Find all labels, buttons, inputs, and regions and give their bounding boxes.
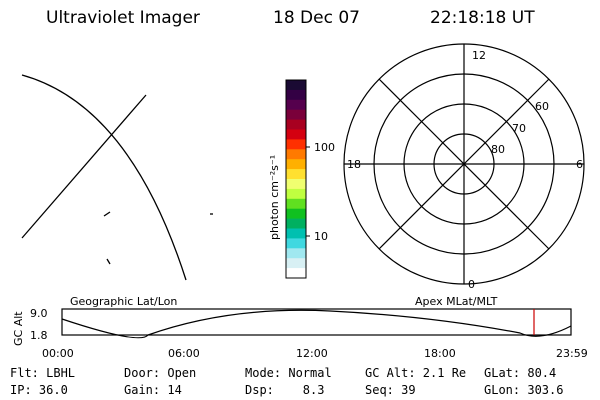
polar-label-right: 6 [576, 158, 583, 171]
app-title: Ultraviolet Imager [46, 8, 200, 28]
timeline-right-label: Apex MLat/MLT [415, 295, 498, 308]
status-glat: GLat: 80.4 [484, 366, 557, 380]
timeline-left-label: Geographic Lat/Lon [70, 295, 177, 308]
colorbar-unit-label: photon cm⁻²s⁻¹ [268, 155, 281, 240]
status-glon: GLon: 303.6 [484, 383, 564, 397]
colorbar-segment [286, 258, 306, 269]
status-gc-alt: GC Alt: 2.1 Re [365, 366, 467, 380]
colorbar-tick-10-label: 10 [314, 230, 328, 243]
polar-diagonal [378, 78, 550, 250]
timeline-xtick: 12:00 [296, 347, 328, 360]
colorbar-segment [286, 228, 306, 239]
colorbar-segment [286, 238, 306, 249]
colorbar-segment [286, 99, 306, 111]
colorbar-segment [286, 159, 306, 170]
time-label: 22:18:18 UT [430, 8, 535, 28]
altitude-curve [61, 309, 572, 339]
colorbar-segment [286, 248, 306, 259]
colorbar-segment [286, 119, 306, 131]
colorbar-segment [286, 129, 306, 140]
polar-label-top: 12 [472, 49, 486, 62]
colorbar-frame [285, 79, 307, 279]
colorbar-segment [286, 188, 306, 200]
colorbar-tick-100-label: 100 [314, 141, 335, 154]
geographic-map [21, 74, 213, 281]
status-ip: IP: 36.0 [10, 383, 68, 397]
status-flt: Flt: LBHL [10, 366, 76, 380]
map-fragment [103, 211, 111, 217]
colorbar-segment [286, 89, 306, 101]
earth-limb-arc [21, 74, 187, 281]
colorbar-segment [286, 198, 306, 210]
polar-plot [343, 43, 585, 285]
status-door: Door: Open [124, 366, 197, 380]
date-label: 18 Dec 07 [273, 8, 360, 28]
status-gain: Gain: 14 [124, 383, 182, 397]
polar-ring-label-60: 60 [535, 100, 549, 113]
timeline-xtick: 18:00 [424, 347, 456, 360]
timeline-axis-label: GC Alt [12, 311, 25, 346]
polar-ring-label-80: 80 [491, 143, 505, 156]
colorbar-segment [286, 139, 306, 150]
timeline-plot [61, 308, 572, 339]
polar-label-left: 18 [347, 158, 361, 171]
status-mode: Mode: Normal [245, 366, 332, 380]
colorbar [286, 80, 306, 279]
colorbar-segment [286, 268, 306, 279]
timeline-xtick: 23:59 [556, 347, 588, 360]
timeline-xtick: 06:00 [168, 347, 200, 360]
status-seq: Seq: 39 [365, 383, 416, 397]
colorbar-segment [286, 149, 306, 160]
map-fragment [106, 258, 111, 265]
polar-ring-label-70: 70 [512, 122, 526, 135]
polar-label-bottom: 0 [468, 278, 475, 291]
map-grid-line [21, 94, 147, 239]
status-dsp: Dsp: 8.3 [245, 383, 325, 397]
timeline-xtick: 00:00 [42, 347, 74, 360]
colorbar-segment [286, 169, 306, 180]
colorbar-segment [286, 208, 306, 220]
colorbar-segment [286, 218, 306, 230]
timeline-frame [61, 308, 572, 336]
timeline-ytick-bottom: 1.8 [30, 329, 48, 342]
colorbar-segment [286, 179, 306, 190]
colorbar-segment [286, 109, 306, 121]
colorbar-segment [286, 80, 306, 91]
timeline-ytick-top: 9.0 [30, 307, 48, 320]
